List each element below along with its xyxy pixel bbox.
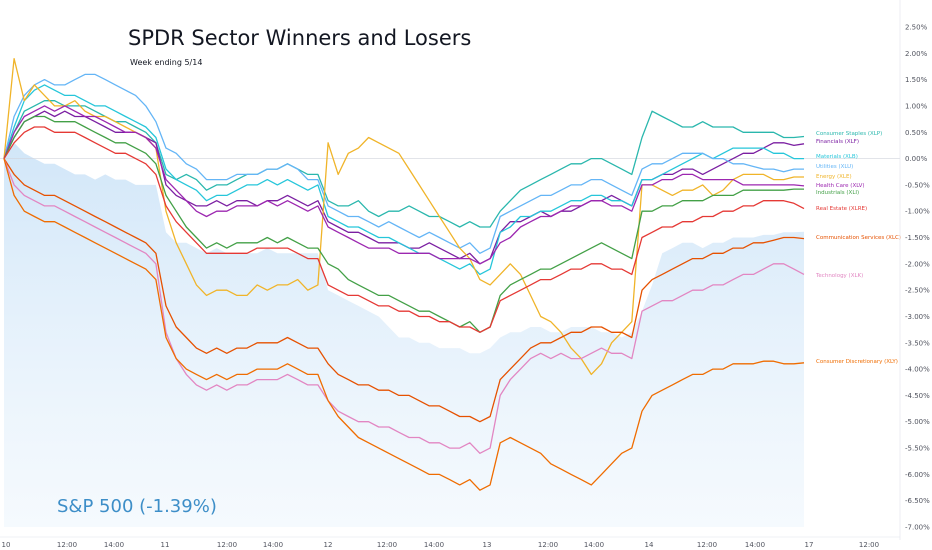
y-tick-label: 1.00%	[905, 102, 928, 110]
series-label: Financials (XLF)	[816, 139, 859, 145]
series-layer	[3, 57, 805, 491]
chart-subtitle: Week ending 5/14	[130, 58, 203, 67]
x-tick-label: 12:00	[57, 541, 77, 549]
x-tick-label: 12:00	[538, 541, 558, 549]
series-label: Real Estate (XLRE)	[816, 206, 867, 212]
y-tick-label: -5.50%	[905, 445, 930, 453]
series-label: Consumer Discretionary (XLY)	[816, 359, 898, 365]
y-tick-label: -6.50%	[905, 497, 930, 505]
series-label: Energy (XLE)	[816, 174, 852, 180]
series-label: Industrials (XLI)	[816, 190, 859, 196]
x-tick-label: 12:00	[697, 541, 717, 549]
y-tick-label: 2.50%	[905, 24, 928, 32]
x-tick-label: 11	[161, 541, 170, 549]
series-label: Technology (XLK)	[815, 273, 863, 279]
x-tick-label: 12:00	[377, 541, 397, 549]
benchmark-area	[4, 142, 804, 528]
series-line	[3, 73, 804, 254]
y-tick-label: -7.00%	[905, 524, 930, 532]
x-axis: 10 12:00 14:00 11 12:00 14:00 12 12:00 14:00 13 12…	[0, 536, 900, 549]
x-tick-label: 14:00	[263, 541, 283, 549]
benchmark-label: S&P 500 (-1.39%)	[57, 496, 217, 517]
x-tick-label: 14:00	[584, 541, 604, 549]
y-tick-label: -3.50%	[905, 339, 930, 347]
y-tick-label: -1.50%	[905, 234, 930, 242]
y-tick-label: -5.00%	[905, 418, 930, 426]
y-tick-label: -0.50%	[905, 181, 930, 189]
x-tick-label: 12:00	[217, 541, 237, 549]
y-tick-label: -3.00%	[905, 313, 930, 321]
series-line	[3, 126, 805, 333]
x-tick-label: 14:00	[745, 541, 765, 549]
x-tick-label: 17	[805, 541, 814, 549]
y-axis: 2.50% 2.00% 1.50% 1.00% 0.50% 0.00% -0.50% -1.0…	[899, 0, 930, 540]
series-line	[3, 115, 804, 333]
series-line	[3, 84, 804, 276]
series-line	[3, 105, 805, 265]
series-line	[3, 158, 805, 491]
y-tick-label: 0.00%	[905, 155, 928, 163]
series-label: Utilities (XLU)	[816, 164, 853, 170]
benchmark-area-layer	[4, 142, 804, 528]
x-tick-label: 14	[645, 541, 654, 549]
series-line	[3, 158, 805, 423]
x-tick-label: 14:00	[104, 541, 124, 549]
series-labels-layer: Consumer Staples (XLP) Financials (XLF) Ma…	[815, 131, 901, 365]
chart-title: SPDR Sector Winners and Losers	[128, 26, 472, 50]
x-tick-label: 12:00	[859, 541, 879, 549]
y-tick-label: -2.50%	[905, 287, 930, 295]
y-tick-label: -4.00%	[905, 366, 930, 374]
x-tick-label: 12	[324, 541, 333, 549]
x-tick-label: 10	[2, 541, 11, 549]
y-tick-label: 2.00%	[905, 50, 928, 58]
x-tick-label: 13	[483, 541, 492, 549]
series-label: Materials (XLB)	[816, 154, 858, 160]
series-line	[3, 100, 805, 228]
series-label: Communication Services (XLC)	[816, 235, 901, 241]
y-tick-label: 1.50%	[905, 76, 928, 84]
y-tick-label: -6.00%	[905, 471, 930, 479]
x-tick-label: 14:00	[424, 541, 444, 549]
y-tick-label: 0.50%	[905, 129, 928, 137]
y-tick-label: -4.50%	[905, 392, 930, 400]
series-label: Consumer Staples (XLP)	[816, 131, 882, 137]
y-tick-label: -1.00%	[905, 208, 930, 216]
y-tick-label: -2.00%	[905, 260, 930, 268]
series-label: Health Care (XLV)	[816, 183, 865, 189]
series-line	[3, 158, 805, 454]
